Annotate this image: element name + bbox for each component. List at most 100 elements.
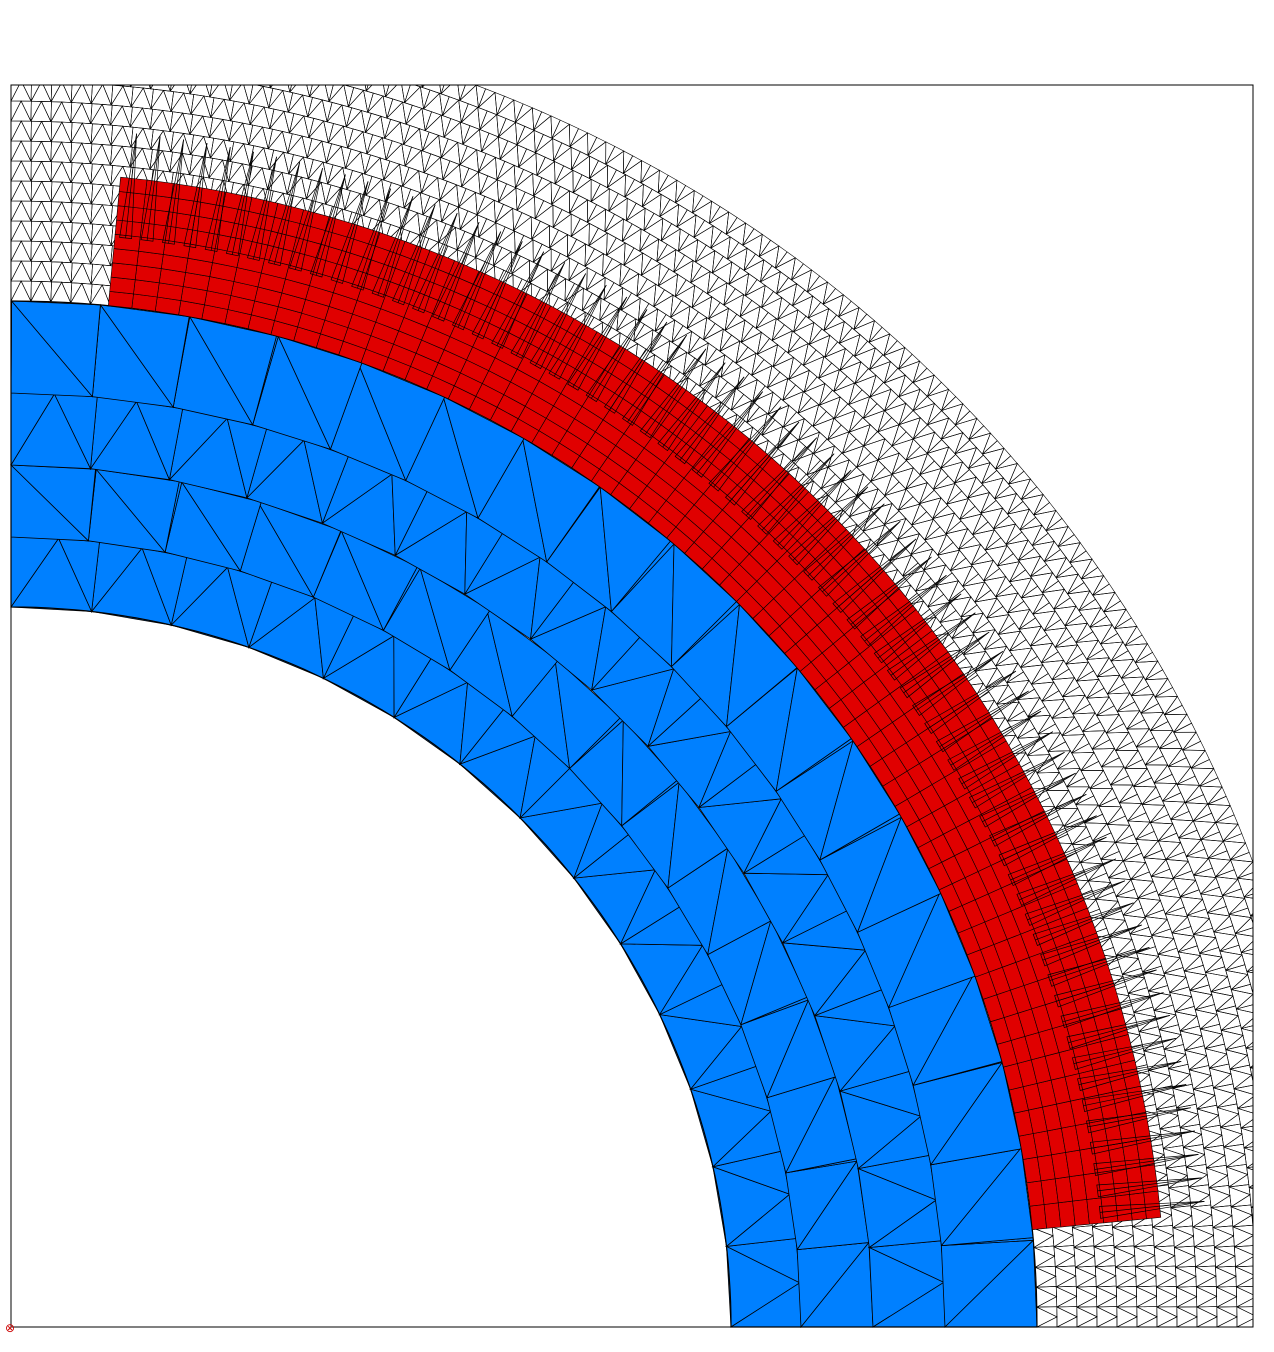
air-element	[1256, 1267, 1274, 1287]
air-element	[838, 294, 852, 317]
air-element	[151, 49, 163, 69]
air-element	[1256, 1286, 1274, 1296]
air-element	[1164, 695, 1183, 715]
air-element	[853, 307, 868, 330]
field-arrow-shaft	[836, 538, 917, 609]
coil-element	[1057, 1200, 1076, 1228]
air-element	[21, 1, 31, 21]
air-element	[31, 21, 51, 41]
air-element	[289, 52, 303, 72]
field-arrow-shaft	[1087, 1107, 1191, 1128]
air-element	[365, 51, 380, 70]
field-arrow	[832, 538, 917, 614]
air-element	[308, 56, 323, 75]
air-element	[1235, 1256, 1253, 1268]
field-arrow-shaft	[1010, 836, 1107, 881]
air-element	[421, 85, 424, 88]
air-element	[71, 23, 91, 44]
air-element	[640, 160, 651, 184]
air-element	[71, 22, 82, 42]
air-element	[288, 31, 302, 51]
air-element	[209, 18, 229, 39]
air-element	[71, 2, 82, 22]
field-arrow-shaft	[915, 651, 1003, 711]
air-element	[71, 63, 91, 84]
air-element	[306, 85, 313, 97]
air-element	[164, 50, 174, 71]
air-element	[401, 85, 411, 103]
air-element	[21, 41, 31, 61]
air-element	[184, 53, 194, 74]
air-element	[1256, 1276, 1274, 1287]
air-element	[31, 41, 51, 61]
air-element	[151, 29, 163, 49]
air-element	[1250, 914, 1253, 917]
air-element	[1252, 1226, 1253, 1232]
field-arrow	[912, 651, 1004, 717]
air-element	[268, 29, 288, 51]
air-element	[130, 8, 150, 29]
core-mesh	[9, 299, 1038, 1329]
air-element	[51, 22, 62, 42]
air-element	[302, 33, 312, 55]
air-element	[1237, 861, 1253, 879]
air-element	[1254, 1084, 1274, 1094]
field-arrow-shaft	[1049, 947, 1150, 981]
air-element	[384, 56, 399, 75]
air-element	[130, 85, 151, 90]
coil-element	[1043, 1202, 1062, 1229]
air-element	[346, 85, 348, 86]
air-element	[1267, 1164, 1274, 1174]
air-element	[457, 85, 466, 101]
air-element	[361, 48, 371, 70]
field-arrow-shaft	[357, 188, 391, 289]
field-arrow-shaft	[1091, 1130, 1195, 1149]
field-arrow-shaft	[850, 556, 932, 625]
air-element	[532, 107, 543, 131]
air-element	[82, 23, 92, 44]
field-arrow-shaft	[939, 690, 1029, 747]
air-element	[106, 85, 112, 86]
air-element	[211, 59, 231, 80]
air-element	[11, 21, 21, 41]
air-element	[42, 21, 52, 41]
core-element	[670, 543, 738, 668]
core-element	[929, 1061, 1022, 1166]
field-arrows	[119, 133, 1205, 1219]
air-element	[1241, 940, 1253, 953]
air-element	[191, 54, 204, 74]
field-arrow-shaft	[1062, 992, 1164, 1023]
air-element	[169, 85, 191, 95]
core-element	[442, 395, 525, 520]
air-element	[1262, 1025, 1274, 1035]
air-element	[898, 346, 913, 370]
air-element	[1243, 1147, 1253, 1169]
coil-element	[112, 248, 139, 266]
air-element	[51, 62, 71, 82]
air-element	[968, 417, 985, 440]
coil-element	[1029, 1204, 1047, 1231]
air-element	[1243, 887, 1253, 898]
air-element	[1199, 768, 1219, 787]
air-element	[307, 38, 326, 60]
air-element	[203, 35, 213, 56]
air-element	[775, 245, 788, 269]
air-element	[63, 85, 73, 103]
air-element	[249, 25, 269, 47]
air-element	[440, 85, 451, 95]
air-element	[1263, 939, 1274, 954]
field-arrow-shaft	[950, 710, 1042, 766]
air-element	[1103, 591, 1121, 613]
air-element	[1069, 542, 1087, 563]
field-arrow-shaft	[609, 321, 668, 411]
air-element	[11, 61, 21, 81]
air-element	[91, 44, 102, 64]
air-element	[62, 42, 72, 62]
coil-element	[107, 291, 134, 309]
field-arrow	[817, 521, 901, 597]
air-element	[204, 56, 214, 77]
air-element	[149, 85, 171, 92]
field-arrow-shaft	[274, 162, 301, 265]
air-element	[41, 61, 51, 81]
